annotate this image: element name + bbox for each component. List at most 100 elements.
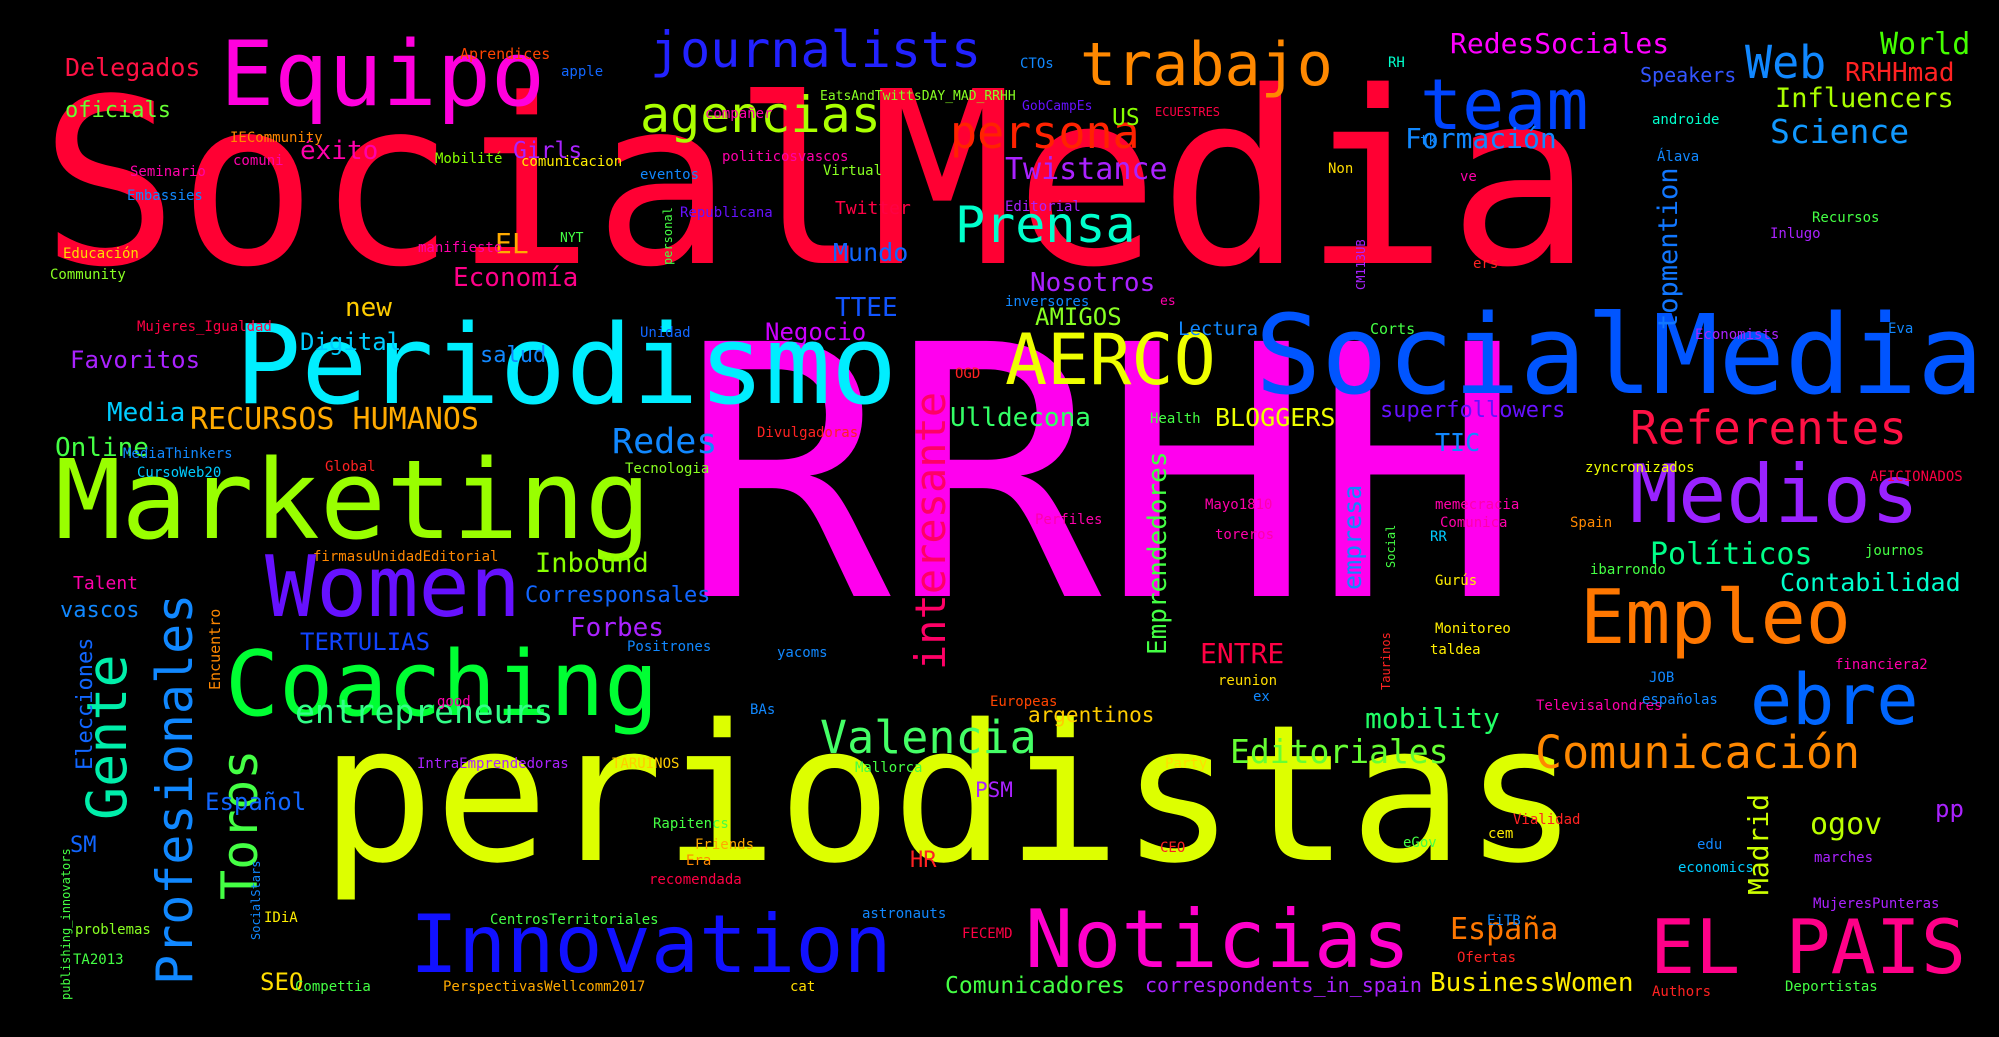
word-21: Referentes	[1630, 401, 1907, 455]
word-151: journos	[1865, 543, 1925, 559]
word-146: Spain	[1570, 515, 1613, 531]
word-132: ers	[1473, 256, 1499, 272]
word-52: Contabilidad	[1780, 568, 1961, 597]
word-56: Inbound	[535, 548, 649, 579]
word-200: Authors	[1652, 984, 1712, 1000]
word-118: Mujeres_Igualdad	[137, 319, 272, 335]
word-134: OGD	[955, 366, 981, 382]
word-135: Health	[1150, 411, 1201, 427]
word-81: Elecciones	[73, 637, 98, 770]
word-86: PSM	[975, 778, 1013, 802]
word-198: cat	[790, 979, 816, 995]
word-108: Seminario	[130, 164, 206, 180]
word-116: Educación	[63, 246, 139, 262]
word-171: IntraEmprendedoras	[417, 756, 569, 772]
word-14: Empleo	[1580, 573, 1851, 661]
word-29: Profesionales	[146, 593, 204, 985]
word-97: compañer	[705, 106, 773, 122]
word-191: CentrosTerritoriales	[490, 912, 659, 928]
word-40: RedesSociales	[1450, 27, 1670, 60]
word-83: SM	[70, 833, 97, 858]
word-65: AMIGOS	[1035, 303, 1122, 331]
word-48: BusinessWomen	[1430, 968, 1634, 998]
word-44: topmention	[1653, 167, 1684, 330]
word-8: Equipo	[220, 22, 546, 127]
word-12: Noticias	[1025, 893, 1411, 986]
word-23: Comunicación	[1535, 726, 1861, 779]
word-123: Economists	[1695, 327, 1780, 343]
word-100: RH	[1388, 55, 1405, 71]
word-120: inversores	[1005, 294, 1090, 310]
word-95: CTOs	[1020, 56, 1054, 72]
word-201: Deportistas	[1785, 979, 1878, 995]
word-195: TA2013	[73, 952, 124, 968]
word-43: Speakers	[1640, 63, 1737, 87]
word-188: SocialStars	[249, 860, 263, 940]
word-5: SocialMedia	[1255, 291, 1984, 419]
word-112: Editorial	[1005, 199, 1081, 215]
word-25: Prensa	[955, 196, 1136, 254]
word-42: RRHHmad	[1845, 58, 1955, 88]
word-103: Mobilité	[435, 151, 503, 167]
word-24: agencias	[640, 86, 881, 144]
word-2: Media	[870, 40, 1593, 320]
word-93: Aprendices	[460, 45, 551, 63]
word-119: Unidad	[640, 325, 691, 341]
word-170: argentinos	[1028, 703, 1155, 727]
word-35: España	[1450, 912, 1559, 947]
word-156: Monitoreo	[1435, 621, 1511, 637]
word-13: EL PAIS	[1650, 903, 1967, 991]
word-155: Gurús	[1435, 573, 1478, 589]
word-149: toreros	[1215, 527, 1275, 543]
word-128: Álava	[1657, 149, 1700, 165]
word-22: Valencia	[820, 711, 1037, 764]
word-82: Español	[205, 788, 307, 816]
word-53: ogov	[1810, 807, 1883, 842]
word-94: apple	[561, 64, 604, 80]
word-15: Medios	[1630, 448, 1919, 541]
word-70: Economía	[453, 263, 579, 293]
word-133: CM113UB	[1354, 239, 1368, 290]
word-137: Global	[325, 459, 376, 475]
word-182: eGov	[1403, 835, 1437, 851]
word-199: Ofertas	[1457, 950, 1517, 966]
word-4: periodistas	[320, 684, 1579, 905]
word-144: memecracia	[1435, 497, 1520, 513]
word-78: Online	[55, 433, 149, 463]
word-26: persona	[950, 106, 1140, 159]
word-73: Digital	[300, 328, 402, 356]
word-96: EatsAndTwittsDAY_MAD_RRHH	[820, 89, 1016, 104]
word-62: superfollowers	[1380, 398, 1566, 423]
word-152: ibarrondo	[1590, 562, 1666, 578]
word-161: reunion	[1218, 673, 1278, 689]
word-125: Non	[1328, 161, 1354, 177]
word-9: Coaching	[225, 632, 659, 737]
word-77: Media	[107, 398, 186, 428]
word-121: es	[1160, 294, 1176, 309]
word-145: Comunica	[1440, 515, 1508, 531]
word-91: Girls	[513, 138, 583, 164]
word-181: cem	[1488, 826, 1514, 842]
word-183: CEO	[1160, 840, 1186, 856]
word-46: empresa	[1338, 484, 1367, 590]
word-130: Recursos	[1812, 210, 1880, 226]
word-72: new	[345, 293, 392, 323]
word-67: Nosotros	[1030, 268, 1156, 298]
word-180: Vialidad	[1513, 812, 1581, 828]
word-99: ECUESTRES	[1155, 105, 1221, 119]
word-158: yacoms	[777, 645, 828, 661]
word-92: US	[1112, 105, 1140, 131]
word-177: Friends	[695, 837, 755, 853]
word-142: CursoWeb20	[137, 465, 222, 481]
word-75: Lectura	[1178, 318, 1259, 340]
word-129: androide	[1652, 112, 1720, 128]
word-154: Encuentro	[206, 608, 224, 690]
word-68: TTEE	[835, 293, 898, 323]
word-98: GobCampEs	[1022, 99, 1093, 114]
word-178: Era	[686, 853, 712, 869]
word-10: Women	[265, 538, 521, 637]
word-117: Community	[50, 267, 126, 283]
word-49: Comunicadores	[945, 973, 1126, 999]
word-16: ebre	[1750, 659, 1919, 741]
word-47: mobility	[1365, 702, 1500, 735]
